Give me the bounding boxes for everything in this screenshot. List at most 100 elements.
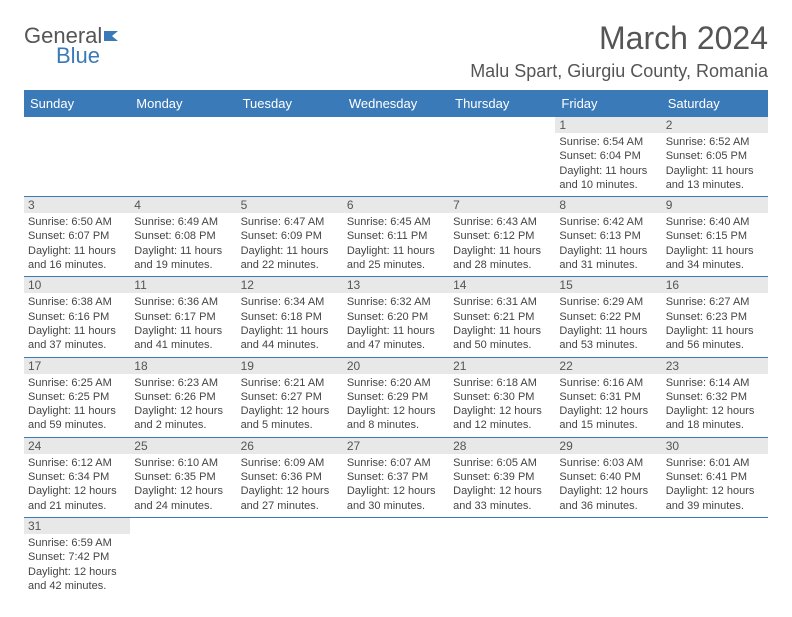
- daylight-text: Daylight: 12 hours and 2 minutes.: [134, 404, 232, 433]
- sunset-text: Sunset: 6:25 PM: [28, 390, 126, 404]
- weekday-header: Thursday: [449, 90, 555, 117]
- calendar-day-cell: 7Sunrise: 6:43 AMSunset: 6:12 PMDaylight…: [449, 197, 555, 277]
- sunset-text: Sunset: 6:15 PM: [666, 229, 764, 243]
- calendar-day-cell: 1Sunrise: 6:54 AMSunset: 6:04 PMDaylight…: [555, 117, 661, 197]
- sunrise-text: Sunrise: 6:36 AM: [134, 295, 232, 309]
- sunrise-text: Sunrise: 6:25 AM: [28, 376, 126, 390]
- sunset-text: Sunset: 6:20 PM: [347, 310, 445, 324]
- sunset-text: Sunset: 6:36 PM: [241, 470, 339, 484]
- day-number: 31: [24, 518, 130, 534]
- calendar-week-row: 31Sunrise: 6:59 AMSunset: 7:42 PMDayligh…: [24, 517, 768, 597]
- day-number: 28: [449, 438, 555, 454]
- day-number: 16: [662, 277, 768, 293]
- sunset-text: Sunset: 6:07 PM: [28, 229, 126, 243]
- sunset-text: Sunset: 6:35 PM: [134, 470, 232, 484]
- sunrise-text: Sunrise: 6:29 AM: [559, 295, 657, 309]
- weekday-header: Tuesday: [237, 90, 343, 117]
- daylight-text: Daylight: 12 hours and 39 minutes.: [666, 484, 764, 513]
- daylight-text: Daylight: 12 hours and 36 minutes.: [559, 484, 657, 513]
- sunset-text: Sunset: 6:11 PM: [347, 229, 445, 243]
- sunset-text: Sunset: 6:39 PM: [453, 470, 551, 484]
- sunrise-text: Sunrise: 6:21 AM: [241, 376, 339, 390]
- sunrise-text: Sunrise: 6:16 AM: [559, 376, 657, 390]
- calendar-day-cell: [662, 517, 768, 597]
- sunrise-text: Sunrise: 6:34 AM: [241, 295, 339, 309]
- day-number: 3: [24, 197, 130, 213]
- location-label: Malu Spart, Giurgiu County, Romania: [470, 61, 768, 82]
- daylight-text: Daylight: 11 hours and 41 minutes.: [134, 324, 232, 353]
- calendar-week-row: 10Sunrise: 6:38 AMSunset: 6:16 PMDayligh…: [24, 277, 768, 357]
- calendar-week-row: 24Sunrise: 6:12 AMSunset: 6:34 PMDayligh…: [24, 437, 768, 517]
- sunrise-text: Sunrise: 6:09 AM: [241, 456, 339, 470]
- day-number: 27: [343, 438, 449, 454]
- sunset-text: Sunset: 6:18 PM: [241, 310, 339, 324]
- sunrise-text: Sunrise: 6:49 AM: [134, 215, 232, 229]
- daylight-text: Daylight: 11 hours and 13 minutes.: [666, 164, 764, 193]
- sunrise-text: Sunrise: 6:52 AM: [666, 135, 764, 149]
- daylight-text: Daylight: 11 hours and 10 minutes.: [559, 164, 657, 193]
- sunset-text: Sunset: 6:30 PM: [453, 390, 551, 404]
- daylight-text: Daylight: 11 hours and 53 minutes.: [559, 324, 657, 353]
- daylight-text: Daylight: 12 hours and 8 minutes.: [347, 404, 445, 433]
- sunrise-text: Sunrise: 6:47 AM: [241, 215, 339, 229]
- sunset-text: Sunset: 6:37 PM: [347, 470, 445, 484]
- calendar-day-cell: 26Sunrise: 6:09 AMSunset: 6:36 PMDayligh…: [237, 437, 343, 517]
- calendar-day-cell: 30Sunrise: 6:01 AMSunset: 6:41 PMDayligh…: [662, 437, 768, 517]
- sunrise-text: Sunrise: 6:42 AM: [559, 215, 657, 229]
- day-number: 2: [662, 117, 768, 133]
- calendar-day-cell: 13Sunrise: 6:32 AMSunset: 6:20 PMDayligh…: [343, 277, 449, 357]
- day-number: 19: [237, 358, 343, 374]
- daylight-text: Daylight: 12 hours and 15 minutes.: [559, 404, 657, 433]
- day-number: 10: [24, 277, 130, 293]
- weekday-header: Friday: [555, 90, 661, 117]
- daylight-text: Daylight: 11 hours and 47 minutes.: [347, 324, 445, 353]
- day-number: 4: [130, 197, 236, 213]
- calendar-day-cell: 22Sunrise: 6:16 AMSunset: 6:31 PMDayligh…: [555, 357, 661, 437]
- calendar-page: General Blue March 2024 Malu Spart, Giur…: [0, 0, 792, 617]
- calendar-day-cell: [130, 117, 236, 197]
- calendar-table: SundayMondayTuesdayWednesdayThursdayFrid…: [24, 90, 768, 597]
- day-number: 5: [237, 197, 343, 213]
- calendar-day-cell: [130, 517, 236, 597]
- sunrise-text: Sunrise: 6:54 AM: [559, 135, 657, 149]
- weekday-header: Saturday: [662, 90, 768, 117]
- sunrise-text: Sunrise: 6:20 AM: [347, 376, 445, 390]
- day-number: 24: [24, 438, 130, 454]
- calendar-day-cell: [343, 117, 449, 197]
- sunrise-text: Sunrise: 6:18 AM: [453, 376, 551, 390]
- daylight-text: Daylight: 12 hours and 21 minutes.: [28, 484, 126, 513]
- calendar-day-cell: [237, 117, 343, 197]
- page-header: General Blue March 2024 Malu Spart, Giur…: [24, 20, 768, 82]
- daylight-text: Daylight: 11 hours and 22 minutes.: [241, 244, 339, 273]
- logo: General Blue: [24, 20, 122, 66]
- sunrise-text: Sunrise: 6:32 AM: [347, 295, 445, 309]
- day-number: 25: [130, 438, 236, 454]
- sunset-text: Sunset: 6:29 PM: [347, 390, 445, 404]
- sunrise-text: Sunrise: 6:43 AM: [453, 215, 551, 229]
- calendar-day-cell: [24, 117, 130, 197]
- month-title: March 2024: [470, 20, 768, 57]
- calendar-day-cell: 15Sunrise: 6:29 AMSunset: 6:22 PMDayligh…: [555, 277, 661, 357]
- calendar-day-cell: 12Sunrise: 6:34 AMSunset: 6:18 PMDayligh…: [237, 277, 343, 357]
- sunset-text: Sunset: 6:40 PM: [559, 470, 657, 484]
- day-number: 26: [237, 438, 343, 454]
- daylight-text: Daylight: 12 hours and 18 minutes.: [666, 404, 764, 433]
- sunrise-text: Sunrise: 6:38 AM: [28, 295, 126, 309]
- day-number: 17: [24, 358, 130, 374]
- calendar-day-cell: 18Sunrise: 6:23 AMSunset: 6:26 PMDayligh…: [130, 357, 236, 437]
- calendar-day-cell: 21Sunrise: 6:18 AMSunset: 6:30 PMDayligh…: [449, 357, 555, 437]
- calendar-day-cell: 5Sunrise: 6:47 AMSunset: 6:09 PMDaylight…: [237, 197, 343, 277]
- calendar-day-cell: 17Sunrise: 6:25 AMSunset: 6:25 PMDayligh…: [24, 357, 130, 437]
- day-number: 11: [130, 277, 236, 293]
- calendar-day-cell: 11Sunrise: 6:36 AMSunset: 6:17 PMDayligh…: [130, 277, 236, 357]
- daylight-text: Daylight: 12 hours and 33 minutes.: [453, 484, 551, 513]
- calendar-header-row: SundayMondayTuesdayWednesdayThursdayFrid…: [24, 90, 768, 117]
- weekday-header: Wednesday: [343, 90, 449, 117]
- sunset-text: Sunset: 7:42 PM: [28, 550, 126, 564]
- sunset-text: Sunset: 6:12 PM: [453, 229, 551, 243]
- calendar-day-cell: 19Sunrise: 6:21 AMSunset: 6:27 PMDayligh…: [237, 357, 343, 437]
- daylight-text: Daylight: 12 hours and 24 minutes.: [134, 484, 232, 513]
- sunset-text: Sunset: 6:27 PM: [241, 390, 339, 404]
- sunrise-text: Sunrise: 6:12 AM: [28, 456, 126, 470]
- daylight-text: Daylight: 12 hours and 12 minutes.: [453, 404, 551, 433]
